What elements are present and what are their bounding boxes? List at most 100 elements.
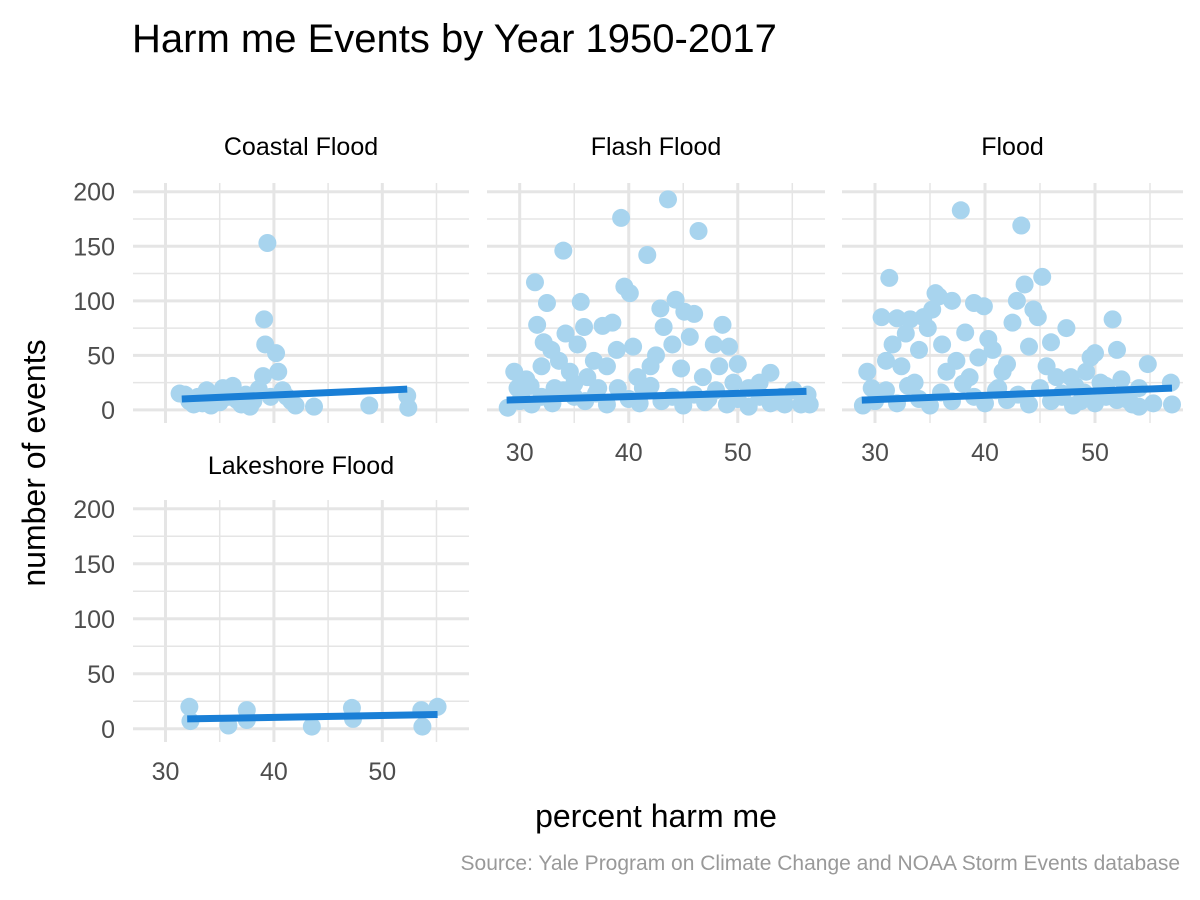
data-point <box>638 246 657 264</box>
data-point <box>663 335 682 354</box>
data-point <box>954 374 972 393</box>
data-point <box>750 373 769 392</box>
y-tick-label: 150 <box>73 551 115 579</box>
data-point <box>969 348 988 367</box>
data-point <box>651 299 670 318</box>
data-point <box>710 357 729 376</box>
data-point <box>556 324 575 343</box>
data-point <box>1047 368 1066 387</box>
y-tick-label: 50 <box>87 342 115 370</box>
data-point <box>1077 362 1096 381</box>
data-point <box>360 396 379 415</box>
data-point <box>983 340 1002 359</box>
x-tick-label: 30 <box>861 439 889 467</box>
data-point <box>896 324 915 343</box>
x-tick-label: 40 <box>260 758 288 786</box>
facet-panels: Coastal Flood 0 50 100 150 200 Flash Flood 30 40… <box>73 133 1183 786</box>
data-point <box>892 357 911 376</box>
trend-line <box>181 385 408 403</box>
data-point <box>286 396 305 415</box>
y-tick-label: 150 <box>73 233 115 261</box>
data-point <box>180 697 199 716</box>
data-point <box>537 294 556 312</box>
data-point <box>1130 397 1148 416</box>
data-point <box>1086 394 1104 413</box>
trend-line <box>187 711 438 723</box>
data-point <box>974 297 993 316</box>
data-point <box>685 304 704 323</box>
data-point <box>800 395 819 414</box>
trend-line <box>506 387 807 404</box>
x-tick-label: 50 <box>368 758 396 786</box>
facet-panel: Flash Flood 30 40 50 <box>487 133 825 467</box>
data-point <box>399 398 418 417</box>
data-point <box>918 319 937 338</box>
data-point <box>1163 395 1181 414</box>
data-point <box>532 357 551 376</box>
data-point <box>883 335 902 354</box>
data-point <box>1003 313 1022 332</box>
data-point <box>1112 370 1131 389</box>
data-point <box>1086 344 1104 363</box>
data-point <box>1042 333 1060 352</box>
data-point <box>943 291 961 310</box>
x-axis-label: percent harm me <box>535 798 777 834</box>
data-point <box>1057 319 1076 338</box>
data-point <box>258 234 277 252</box>
x-tick-label: 40 <box>615 439 643 467</box>
data-point <box>872 308 891 327</box>
data-point <box>647 346 665 365</box>
data-point <box>877 351 895 370</box>
data-point <box>525 273 544 292</box>
data-point <box>877 381 895 400</box>
data-point <box>713 315 732 334</box>
y-tick-label: 0 <box>101 397 115 425</box>
data-point <box>1012 216 1031 235</box>
data-point <box>612 208 631 227</box>
data-point <box>608 379 627 398</box>
y-tick-label: 50 <box>87 661 115 689</box>
data-point <box>624 337 643 356</box>
trend-line <box>861 384 1173 404</box>
data-point <box>689 222 708 240</box>
data-point <box>672 359 691 378</box>
data-point <box>899 376 917 395</box>
data-point <box>910 340 928 359</box>
data-point <box>521 376 540 395</box>
data-point <box>724 373 743 392</box>
data-point <box>674 396 693 415</box>
y-tick-label: 200 <box>73 496 115 524</box>
data-point <box>1028 308 1047 327</box>
data-point <box>549 351 568 370</box>
facet-label: Flood <box>981 133 1044 161</box>
data-point <box>888 309 906 328</box>
data-point <box>1144 394 1163 413</box>
data-point <box>641 376 660 395</box>
data-point <box>693 368 712 387</box>
data-point <box>1007 291 1026 310</box>
data-point <box>933 335 952 354</box>
facet-panel: Coastal Flood 0 50 100 150 200 <box>73 133 469 425</box>
x-tick-label: 50 <box>1081 439 1109 467</box>
data-point <box>728 355 747 374</box>
chart-title: Harm me Events by Year 1950-2017 <box>132 17 777 61</box>
data-point <box>858 362 877 381</box>
data-point <box>568 335 587 354</box>
data-point <box>607 340 626 359</box>
data-point <box>554 241 573 260</box>
data-point <box>680 327 699 346</box>
data-point <box>1138 355 1157 374</box>
x-tick-label: 30 <box>152 758 180 786</box>
data-point <box>947 351 966 370</box>
data-point <box>880 268 899 287</box>
data-point <box>1108 340 1126 359</box>
y-tick-label: 0 <box>101 716 115 744</box>
x-tick-label: 50 <box>724 439 752 467</box>
chart-caption: Source: Yale Program on Climate Change a… <box>461 852 1180 875</box>
data-point <box>998 355 1016 374</box>
y-tick-label: 100 <box>73 606 115 634</box>
data-point <box>603 313 622 332</box>
data-point <box>305 397 324 416</box>
facet-label: Lakeshore Flood <box>208 452 394 480</box>
y-tick-label: 200 <box>73 179 115 207</box>
